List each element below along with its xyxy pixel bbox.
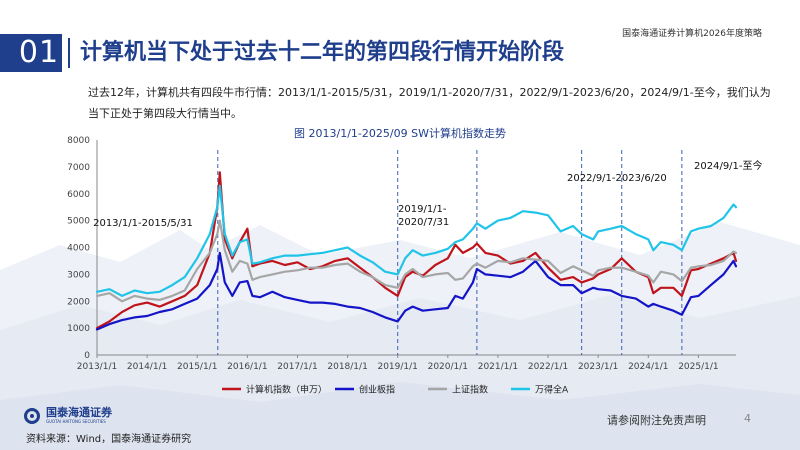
y-tick-label: 4000	[67, 244, 90, 254]
x-tick-label: 2014/1/1	[127, 362, 167, 372]
x-tick-label: 2025/1/1	[678, 362, 718, 372]
company-logo: 国泰海通证券 GUOTAI HAITONG SECURITIES	[24, 407, 112, 425]
disclaimer-link[interactable]: 请参阅附注免责声明	[607, 414, 706, 427]
section-number: 01	[16, 34, 62, 72]
x-tick-label: 2016/1/1	[227, 362, 267, 372]
x-tick-label: 2019/1/1	[377, 362, 417, 372]
y-tick-label: 1000	[67, 324, 90, 334]
page-number: 4	[744, 412, 751, 425]
chart-title: 图 2013/1/1-2025/09 SW计算机指数走势	[294, 127, 506, 140]
x-tick-label: 2020/1/1	[428, 362, 468, 372]
y-tick-label: 0	[84, 351, 90, 361]
legend-label: 创业板指	[359, 384, 395, 396]
y-tick-label: 3000	[67, 270, 90, 280]
intro-text: 过去12年，计算机共有四段牛市行情：2013/1/1-2015/5/31，201…	[88, 86, 771, 120]
x-tick-label: 2023/1/1	[578, 362, 618, 372]
logo-english: GUOTAI HAITONG SECURITIES	[46, 419, 106, 424]
period-label: 2019/1/1-	[398, 204, 447, 215]
x-tick-label: 2013/1/1	[77, 362, 117, 372]
series-line	[95, 171, 738, 330]
x-tick-label: 2018/1/1	[327, 362, 367, 372]
series-line	[95, 184, 738, 297]
source-note: 资料来源：Wind，国泰海通证券研究	[26, 434, 192, 445]
header-accent-bar	[0, 34, 16, 72]
y-tick-label: 8000	[67, 136, 90, 146]
period-label: 2013/1/1-2015/5/31	[93, 218, 193, 229]
header-divider	[68, 38, 70, 68]
legend-label: 上证指数	[452, 384, 488, 396]
report-name: 国泰海通证券计算机2026年度策略	[622, 29, 762, 39]
logo-text: 国泰海通证券	[46, 406, 112, 419]
y-tick-label: 5000	[67, 217, 90, 227]
page-title: 计算机当下处于过去十二年的第四段行情开始阶段	[80, 40, 565, 65]
period-label: 2022/9/1-2023/6/20	[567, 173, 667, 184]
y-tick-label: 2000	[67, 297, 90, 307]
x-tick-label: 2024/1/1	[628, 362, 668, 372]
x-tick-label: 2022/1/1	[528, 362, 568, 372]
x-tick-label: 2021/1/1	[478, 362, 518, 372]
series-line	[95, 219, 738, 303]
y-tick-label: 6000	[67, 190, 90, 200]
x-tick-label: 2017/1/1	[277, 362, 317, 372]
period-label: 2020/7/31	[398, 217, 449, 228]
legend-label: 计算机指数（申万）	[246, 384, 327, 396]
x-tick-label: 2015/1/1	[177, 362, 217, 372]
y-tick-label: 7000	[67, 163, 90, 173]
logo-icon	[24, 408, 40, 424]
period-label: 2024/9/1-至今	[694, 159, 763, 172]
series-line	[95, 251, 738, 331]
legend-label: 万得全A	[535, 384, 569, 396]
